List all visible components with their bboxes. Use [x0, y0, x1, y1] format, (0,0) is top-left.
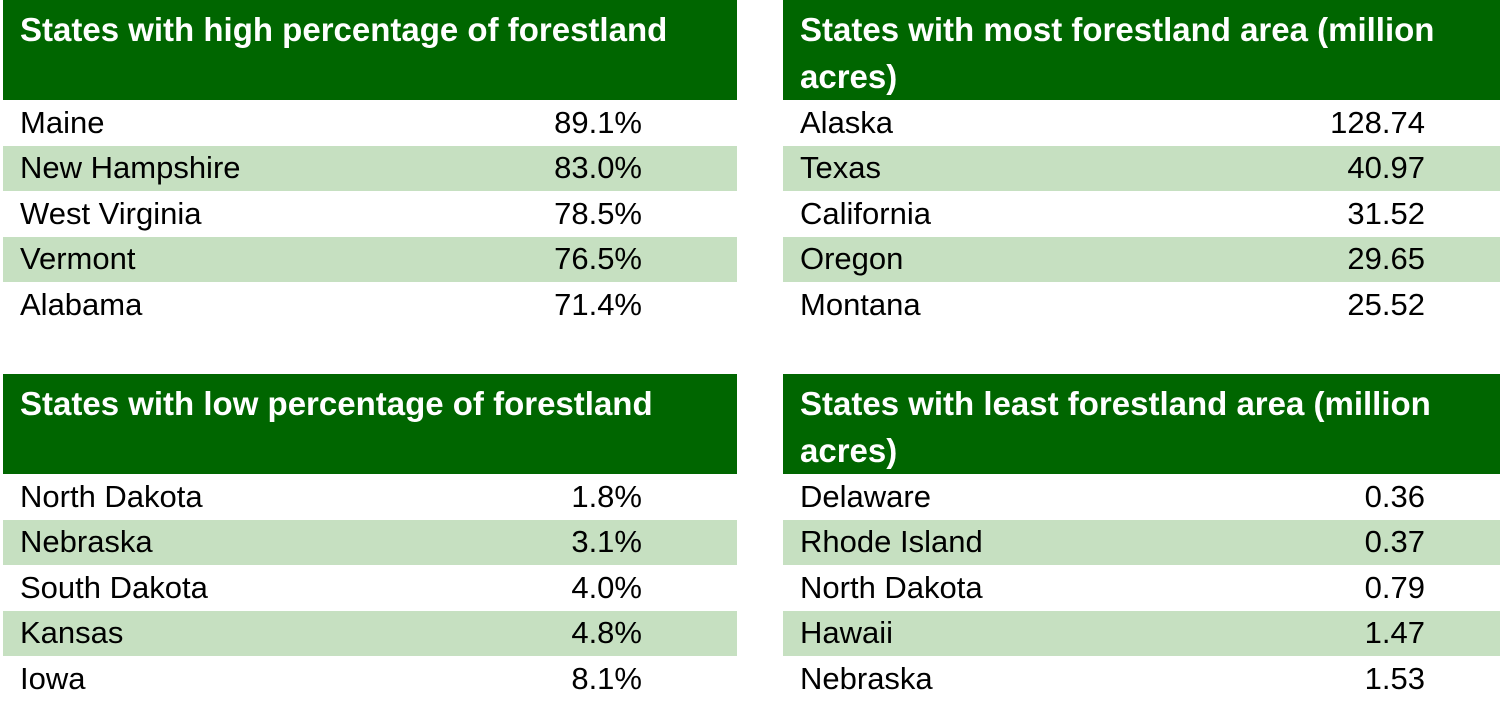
state-value: 29.65: [1347, 241, 1425, 277]
state-name: South Dakota: [20, 569, 208, 605]
table-row: West Virginia 78.5%: [3, 191, 737, 237]
least-area-table: States with least forestland area (milli…: [783, 374, 1500, 702]
state-value: 0.79: [1364, 569, 1425, 605]
state-name: Delaware: [800, 478, 931, 514]
state-name: Nebraska: [20, 524, 153, 560]
table-row: Nebraska 3.1%: [3, 519, 737, 565]
table-row: California 31.52: [783, 191, 1500, 237]
table-row: Nebraska 1.53: [783, 656, 1500, 702]
state-name: West Virginia: [20, 195, 202, 231]
state-value: 25.52: [1347, 286, 1425, 322]
state-value: 0.36: [1364, 478, 1425, 514]
state-value: 40.97: [1347, 150, 1425, 186]
state-name: New Hampshire: [20, 150, 241, 186]
state-value: 89.1%: [554, 104, 642, 140]
table-row: Montana 25.52: [783, 282, 1500, 328]
state-value: 71.4%: [554, 286, 642, 322]
state-value: 83.0%: [554, 150, 642, 186]
table-title: States with most forestland area (millio…: [783, 0, 1500, 100]
state-name: Oregon: [800, 241, 904, 277]
state-name: California: [800, 195, 931, 231]
state-value: 76.5%: [554, 241, 642, 277]
table-row: Alabama 71.4%: [3, 282, 737, 328]
state-value: 4.0%: [571, 569, 642, 605]
table-title: States with low percentage of forestland: [3, 374, 737, 474]
table-row: Oregon 29.65: [783, 236, 1500, 282]
most-area-table: States with most forestland area (millio…: [783, 0, 1500, 328]
table-row: Maine 89.1%: [3, 100, 737, 146]
state-name: Alaska: [800, 104, 894, 140]
table-row: Kansas 4.8%: [3, 610, 737, 656]
table-row: Vermont 76.5%: [3, 236, 737, 282]
state-name: Iowa: [20, 660, 86, 696]
state-name: Texas: [800, 150, 881, 186]
state-value: 4.8%: [571, 615, 642, 651]
table-row: Hawaii 1.47: [783, 610, 1500, 656]
state-name: Alabama: [20, 286, 143, 322]
table-row: North Dakota 1.8%: [3, 474, 737, 520]
high-percentage-table: States with high percentage of forestlan…: [3, 0, 737, 328]
state-value: 8.1%: [571, 660, 642, 696]
state-name: Nebraska: [800, 660, 933, 696]
state-value: 31.52: [1347, 195, 1425, 231]
state-name: Rhode Island: [800, 524, 983, 560]
state-value: 3.1%: [571, 524, 642, 560]
table-row: Texas 40.97: [783, 145, 1500, 191]
state-value: 1.8%: [571, 478, 642, 514]
table-row: Rhode Island 0.37: [783, 519, 1500, 565]
state-name: Montana: [800, 286, 921, 322]
state-value: 78.5%: [554, 195, 642, 231]
table-row: Delaware 0.36: [783, 474, 1500, 520]
state-value: 128.74: [1330, 104, 1425, 140]
table-title: States with high percentage of forestlan…: [3, 0, 737, 100]
state-name: Hawaii: [800, 615, 894, 651]
table-row: New Hampshire 83.0%: [3, 145, 737, 191]
state-name: Vermont: [20, 241, 136, 277]
table-row: Alaska 128.74: [783, 100, 1500, 146]
state-name: North Dakota: [800, 569, 983, 605]
state-name: Maine: [20, 104, 105, 140]
state-name: Kansas: [20, 615, 124, 651]
table-row: Iowa 8.1%: [3, 656, 737, 702]
state-value: 1.53: [1364, 660, 1425, 696]
table-title: States with least forestland area (milli…: [783, 374, 1500, 474]
state-name: North Dakota: [20, 478, 203, 514]
state-value: 0.37: [1364, 524, 1425, 560]
state-value: 1.47: [1364, 615, 1425, 651]
low-percentage-table: States with low percentage of forestland…: [3, 374, 737, 702]
table-row: North Dakota 0.79: [783, 565, 1500, 611]
table-row: South Dakota 4.0%: [3, 565, 737, 611]
